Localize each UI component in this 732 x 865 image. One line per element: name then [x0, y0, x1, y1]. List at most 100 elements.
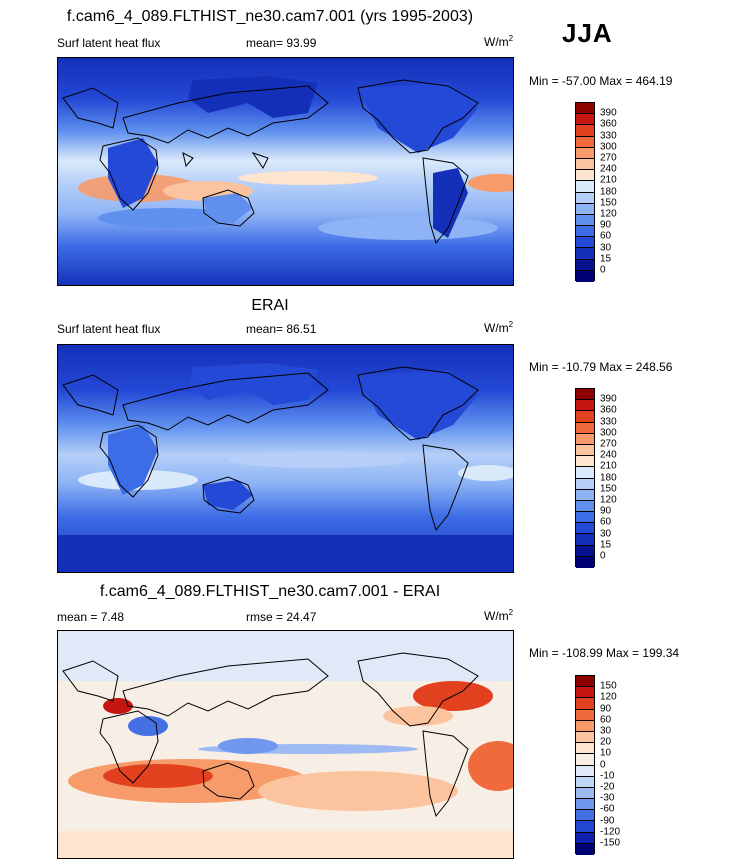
- colorbar-swatch: [576, 832, 594, 844]
- colorbar-tick-label: 120: [600, 691, 617, 703]
- colorbar-swatch: [576, 456, 594, 468]
- colorbar-tick-label: 330: [600, 130, 617, 142]
- colorbar-tick-label: 240: [600, 163, 617, 175]
- colorbar-tick-label: 120: [600, 494, 617, 506]
- colorbar-swatch: [576, 444, 594, 457]
- colorbar-swatch: [576, 709, 594, 721]
- colorbar-swatch: [576, 422, 594, 434]
- colorbar-swatch: [576, 698, 594, 710]
- map-diff-field: [58, 631, 513, 858]
- colorbar-swatches: [575, 675, 595, 855]
- panel-title-obs: ERAI: [251, 297, 289, 314]
- colorbar-swatch: [576, 147, 594, 159]
- panel-mean-model: mean= 93.99: [246, 36, 317, 50]
- panel-mean-diff: mean = 7.48: [57, 610, 125, 624]
- colorbar-tick-label: 90: [600, 505, 612, 517]
- colorbar-swatch: [576, 754, 594, 766]
- colorbar-swatch: [576, 489, 594, 501]
- colorbar-swatch: [576, 500, 594, 513]
- colorbar-swatch: [576, 192, 594, 204]
- colorbar-swatch: [576, 676, 594, 688]
- panel-mean-obs: mean= 86.51: [246, 322, 317, 336]
- colorbar-tick-label: -20: [600, 781, 615, 793]
- colorbar-tick-label: 180: [600, 186, 617, 198]
- map-model-field: [58, 58, 513, 285]
- colorbar-tick-label: 0: [600, 264, 606, 276]
- colorbar-tick-label: 390: [600, 107, 617, 119]
- colorbar-swatch: [576, 181, 594, 193]
- colorbar-swatch: [576, 731, 594, 744]
- panel-units-model: W/m2: [484, 34, 514, 49]
- colorbar-tick-label: 30: [600, 725, 612, 737]
- colorbar-swatch: [576, 203, 594, 215]
- colorbar-tick-label: 180: [600, 472, 617, 484]
- colorbar-swatch: [576, 821, 594, 833]
- panel-units-diff: W/m2: [484, 608, 514, 623]
- colorbar-swatch: [576, 136, 594, 148]
- colorbar-tick-label: 20: [600, 736, 612, 748]
- panel-minmax-obs: Min = -10.79 Max = 248.56: [529, 360, 673, 374]
- panel-left-label-model: Surf latent heat flux: [57, 36, 161, 50]
- colorbar-tick-label: 270: [600, 152, 617, 164]
- map-model: [57, 57, 514, 286]
- colorbar-tick-label: 360: [600, 118, 617, 130]
- colorbar-tick-label: 300: [600, 141, 617, 153]
- colorbar-tick-label: -150: [600, 837, 621, 849]
- colorbar-swatch: [576, 512, 594, 524]
- colorbar-swatch: [576, 765, 594, 777]
- map-diff: [57, 630, 514, 859]
- colorbar-swatch: [576, 843, 594, 855]
- colorbar-tick-label: 30: [600, 528, 612, 540]
- colorbar-swatch: [576, 776, 594, 788]
- colorbar-swatch: [576, 743, 594, 755]
- panel-minmax-diff: Min = -108.99 Max = 199.34: [529, 646, 680, 660]
- colorbar-swatch: [576, 556, 594, 568]
- colorbar-swatch: [576, 799, 594, 811]
- colorbar-swatch: [576, 523, 594, 535]
- colorbar-tick-label: 150: [600, 680, 617, 692]
- panel-title-diff: f.cam6_4_089.FLTHIST_ne30.cam7.001 - ERA…: [99, 583, 441, 600]
- colorbar-swatch: [576, 170, 594, 182]
- map-obs: [57, 344, 514, 573]
- panel-rmse-diff: rmse = 24.47: [246, 610, 317, 624]
- colorbar-swatch: [576, 214, 594, 227]
- map-obs-field: [58, 345, 513, 572]
- colorbar-tick-label: 0: [600, 550, 606, 562]
- colorbar-swatch: [576, 237, 594, 249]
- colorbar-tick-label: 330: [600, 416, 617, 428]
- colorbar-swatch: [576, 687, 594, 699]
- colorbar-swatch: [576, 411, 594, 423]
- colorbar-swatches: [575, 388, 595, 568]
- colorbar-tick-label: 210: [600, 174, 617, 186]
- colorbar-swatch: [576, 248, 594, 260]
- colorbar-tick-label: 30: [600, 242, 612, 254]
- colorbar-tick-label: 60: [600, 516, 612, 528]
- colorbar-swatch: [576, 226, 594, 238]
- colorbar-tick-label: -120: [600, 826, 621, 838]
- colorbar-tick-label: -30: [600, 792, 615, 804]
- panel-left-label-obs: Surf latent heat flux: [57, 322, 161, 336]
- colorbar-swatch: [576, 810, 594, 822]
- colorbar-tick-label: 210: [600, 460, 617, 472]
- colorbar-tick-label: 120: [600, 208, 617, 220]
- colorbar-swatch: [576, 478, 594, 490]
- panel-title-model: f.cam6_4_089.FLTHIST_ne30.cam7.001 (yrs …: [66, 8, 474, 25]
- colorbar-tick-label: 15: [600, 539, 612, 551]
- colorbar-swatch: [576, 259, 594, 271]
- colorbar-swatch: [576, 103, 594, 115]
- colorbar-tick-label: 150: [600, 197, 617, 209]
- colorbar-tick-label: 90: [600, 219, 612, 231]
- colorbar-tick-label: 270: [600, 438, 617, 450]
- colorbar-tick-label: 150: [600, 483, 617, 495]
- colorbar-tick-label: 15: [600, 253, 612, 265]
- colorbar-tick-label: 240: [600, 449, 617, 461]
- panel-units-obs: W/m2: [484, 320, 514, 335]
- colorbar-swatch: [576, 125, 594, 137]
- colorbar-tick-label: 0: [600, 759, 606, 771]
- colorbar-tick-label: 60: [600, 714, 612, 726]
- colorbar-swatch: [576, 270, 594, 282]
- colorbar-tick-label: 60: [600, 230, 612, 242]
- colorbar-tick-label: -90: [600, 815, 615, 827]
- colorbar-tick-label: 90: [600, 703, 612, 715]
- colorbar-tick-label: -10: [600, 770, 615, 782]
